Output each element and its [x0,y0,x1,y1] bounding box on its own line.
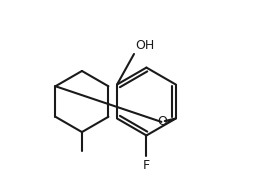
Text: F: F [143,159,150,172]
Text: O: O [157,115,167,128]
Text: OH: OH [136,39,155,52]
